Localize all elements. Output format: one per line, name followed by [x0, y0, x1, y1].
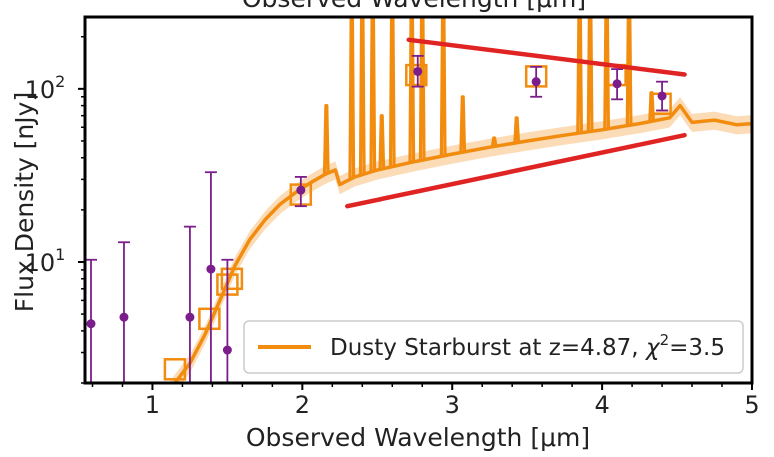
legend-box [243, 320, 744, 374]
observed-marker [413, 66, 423, 76]
x-tick-label: 3 [445, 391, 460, 419]
emission-line-0 [322, 103, 330, 174]
x-tick-label: 2 [295, 391, 310, 419]
observed-point [411, 54, 424, 88]
emission-line-7 [418, 17, 426, 161]
model-photometry-square [198, 307, 221, 331]
emission-line-14 [603, 17, 610, 130]
observed-marker [206, 264, 216, 274]
model-photometry-square [405, 63, 428, 87]
legend-label: Dusty Starburst at z=4.87, χ2=3.5 [330, 331, 725, 361]
y-tick-label: 101 [25, 245, 66, 277]
emission-line-9 [459, 95, 467, 153]
y-axis-label: Flux Density [nJy] [10, 92, 39, 312]
observed-marker [296, 185, 306, 195]
emission-line-8 [439, 17, 447, 156]
trend-line-1 [345, 132, 687, 209]
observed-point [183, 225, 196, 383]
observed-point [221, 258, 234, 383]
observed-point [294, 176, 307, 208]
axis-ticks: 1 2 3 4 5 101 102 [25, 35, 760, 419]
x-tick-label: 1 [145, 391, 160, 419]
observed-marker [185, 312, 195, 322]
observed-marker [119, 312, 129, 322]
model-photometry-square [163, 358, 187, 381]
emission-line-4 [378, 114, 386, 170]
emission-line-11 [513, 116, 521, 143]
emission-line-6 [408, 17, 416, 163]
observed-photometry [85, 54, 669, 383]
observed-point [117, 241, 130, 383]
observed-marker [531, 77, 541, 87]
model-photometry-square [220, 267, 244, 291]
observed-marker [86, 319, 96, 329]
model-photometry [163, 63, 672, 381]
emission-line-12 [576, 17, 583, 134]
observed-point [204, 171, 217, 383]
observed-marker [612, 79, 622, 89]
trend-line-0 [406, 37, 687, 77]
emission-line-10 [490, 136, 498, 147]
emission-line-2 [358, 17, 366, 175]
observed-point [611, 68, 624, 101]
emission-line-15 [625, 17, 633, 126]
observed-point [85, 258, 97, 383]
x-tick-label: 4 [594, 391, 609, 419]
x-tick-label: 5 [744, 391, 759, 419]
model-line-0 [172, 103, 752, 383]
observed-marker [657, 91, 667, 101]
observed-marker [222, 345, 232, 355]
emission-line-5 [388, 17, 396, 167]
observed-point [530, 65, 543, 98]
observed-point [656, 80, 669, 112]
emission-line-1 [348, 17, 356, 179]
plot-area [85, 17, 752, 383]
emission-line-3 [369, 17, 377, 172]
legend: Dusty Starburst at z=4.87, χ2=3.5 [243, 320, 744, 374]
top-axis-label: Observed Wavelength [μm] [242, 0, 586, 13]
y-tick-label: 102 [25, 72, 66, 104]
model-sed-curve [172, 103, 752, 383]
plot-frame [83, 15, 754, 385]
emission-line-13 [586, 17, 594, 132]
x-axis-label: Observed Wavelength [μm] [246, 423, 590, 452]
trend-lines [345, 37, 687, 209]
